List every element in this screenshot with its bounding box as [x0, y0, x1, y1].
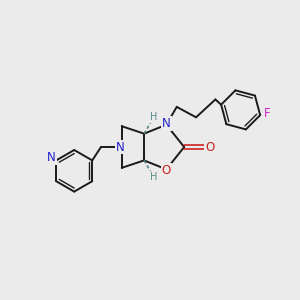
Text: N: N: [162, 117, 171, 130]
Text: H: H: [150, 112, 158, 122]
Text: N: N: [47, 151, 56, 164]
Text: O: O: [162, 164, 171, 177]
Text: O: O: [206, 140, 215, 154]
Text: F: F: [263, 107, 270, 120]
Text: H: H: [150, 172, 158, 182]
Text: N: N: [116, 140, 125, 154]
